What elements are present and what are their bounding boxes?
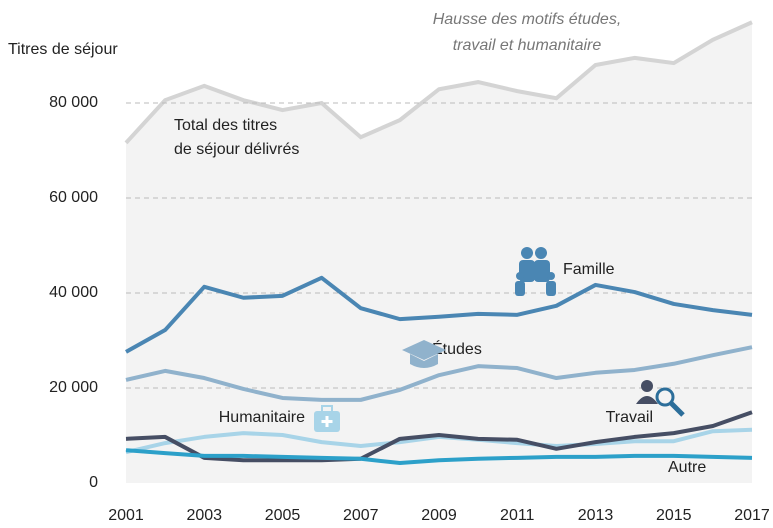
series-label: Travail <box>606 409 653 426</box>
x-tick-label: 2015 <box>656 507 692 524</box>
x-tick-label: 2011 <box>500 507 535 524</box>
series-line <box>125 275 753 354</box>
y-tick-label: 0 <box>89 474 98 491</box>
series-label: Famille <box>563 261 615 278</box>
total-area <box>126 22 752 483</box>
series-label: Humanitaire <box>219 409 305 426</box>
series-line <box>125 410 753 463</box>
x-tick-label: 2017 <box>734 507 770 524</box>
y-tick-label: 40 000 <box>49 284 98 301</box>
y-tick-label: 80 000 <box>49 94 98 111</box>
series-line <box>125 448 753 466</box>
x-tick-label: 2001 <box>108 507 144 524</box>
annotation: Hausse des motifs études, <box>433 11 622 28</box>
total-label: de séjour délivrés <box>174 141 299 158</box>
family-icon <box>515 247 556 296</box>
y-tick-label: 20 000 <box>49 379 98 396</box>
x-tick-label: 2007 <box>343 507 379 524</box>
total-line <box>124 20 753 145</box>
graduation-icon <box>402 340 446 368</box>
y-axis-label: Titres de séjour <box>8 41 118 58</box>
annotation: travail et humanitaire <box>453 37 602 54</box>
y-tick-label: 60 000 <box>49 189 98 206</box>
x-tick-label: 2005 <box>265 507 301 524</box>
x-tick-label: 2003 <box>186 507 222 524</box>
series-label: Études <box>432 339 482 358</box>
series-line <box>125 345 753 402</box>
series-label: Autre <box>668 459 706 476</box>
x-tick-label: 2009 <box>421 507 457 524</box>
x-tick-label: 2013 <box>578 507 614 524</box>
icons <box>314 247 685 432</box>
total-label: Total des titres <box>174 117 277 134</box>
medical-icon <box>314 405 340 432</box>
work-icon <box>636 380 685 417</box>
